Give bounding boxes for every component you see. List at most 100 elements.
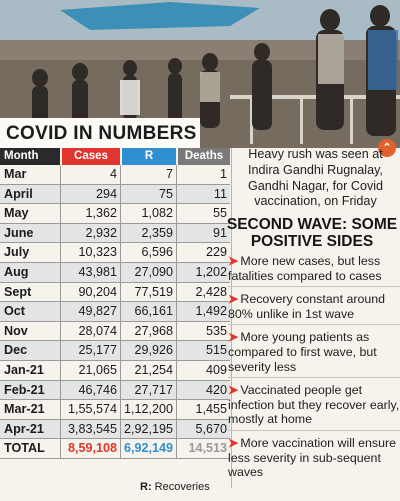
row-cases: 90,204: [60, 282, 120, 302]
row-cases: 10,323: [60, 243, 120, 262]
legend-key: R:: [140, 481, 152, 493]
second-wave-points: ➤ More new cases, but less fatalities com…: [228, 254, 400, 488]
table-row: Jan-21 21,065 21,254 409: [0, 360, 230, 381]
row-month: Feb-21: [4, 382, 45, 397]
table-row: April 294 75 11: [0, 184, 230, 205]
row-recoveries: 75: [120, 184, 176, 204]
row-deaths: 420: [176, 380, 230, 400]
header-cases: Cases: [62, 148, 120, 165]
row-month: Mar: [4, 167, 27, 181]
row-month: Dec: [4, 343, 28, 358]
row-deaths: 55: [176, 204, 230, 223]
table-row: Dec 25,177 29,926 515: [0, 341, 230, 361]
arrow-icon: ➤: [228, 435, 239, 450]
point-text: Recovery constant around 80% unlike in 1…: [228, 292, 386, 321]
table-header: Month Cases R Deaths: [0, 148, 230, 165]
table-row: Aug 43,981 27,090 1,202: [0, 262, 230, 283]
row-month: Oct: [4, 304, 25, 319]
row-deaths: 2,428: [176, 282, 230, 302]
row-month: Jan-21: [4, 362, 44, 377]
row-deaths: 5,670: [176, 419, 230, 439]
point-item: ➤ Vaccinated people get infection but the…: [228, 383, 400, 431]
header-deaths: Deaths: [178, 148, 230, 165]
row-deaths: 229: [176, 243, 230, 262]
row-recoveries: 7: [120, 165, 176, 184]
table-body: Mar 4 7 1 April 294 75 11 May 1,362 1,082 55 June 2,9…: [0, 165, 230, 440]
table-row: Feb-21 46,746 27,717 420: [0, 380, 230, 401]
point-text: Vaccinated people get infection but they…: [228, 383, 400, 427]
row-recoveries: 1,12,200: [120, 400, 176, 419]
chevron-up-icon[interactable]: ⌃: [378, 139, 396, 157]
row-cases: 2,932: [60, 223, 120, 243]
total-cases: 8,59,108: [60, 439, 120, 458]
point-item: ➤ More new cases, but less fatalities com…: [228, 254, 400, 288]
row-month: Aug: [4, 264, 29, 279]
row-month: June: [4, 225, 34, 240]
arrow-icon: ➤: [228, 383, 239, 398]
row-deaths: 1,455: [176, 400, 230, 419]
row-deaths: 91: [176, 223, 230, 243]
row-recoveries: 29,926: [120, 341, 176, 360]
crowd-photo: [0, 0, 400, 148]
total-label: TOTAL: [4, 441, 45, 456]
row-cases: 49,827: [60, 302, 120, 321]
arrow-icon: ➤: [228, 330, 239, 345]
table-row: Oct 49,827 66,161 1,492: [0, 302, 230, 322]
point-text: More new cases, but less fatalities comp…: [228, 254, 382, 283]
row-cases: 3,83,545: [60, 419, 120, 439]
table-row: Nov 28,074 27,968 535: [0, 321, 230, 342]
table-row-total: TOTAL 8,59,108 6,92,149 14,513: [0, 439, 230, 459]
point-text: More vaccination will ensure less severi…: [228, 435, 397, 480]
photo-illustration: [0, 0, 400, 148]
row-recoveries: 6,596: [120, 243, 176, 262]
row-deaths: 409: [176, 360, 230, 380]
table-row: July 10,323 6,596 229: [0, 243, 230, 263]
row-cases: 25,177: [60, 341, 120, 360]
point-text: More young patients as compared to first…: [228, 330, 377, 374]
row-recoveries: 2,359: [120, 223, 176, 243]
row-month: Nov: [4, 323, 28, 338]
arrow-icon: ➤: [228, 254, 239, 268]
row-recoveries: 21,254: [120, 360, 176, 380]
second-wave-title-bold: SECOND WAVE:: [226, 216, 348, 233]
row-month: Mar-21: [4, 402, 45, 417]
header-recoveries: R: [122, 148, 176, 165]
column-divider: [231, 148, 232, 488]
header-month: Month: [0, 148, 60, 165]
row-cases: 46,746: [60, 380, 120, 400]
row-deaths: 1,202: [176, 262, 230, 282]
photo-caption: Heavy rush was seen at Indira Gandhi Rug…: [247, 147, 384, 209]
second-wave-title: SECOND WAVE: SOME POSITIVE SIDES: [224, 216, 400, 250]
legend-text: Recoveries: [154, 481, 210, 493]
arrow-icon: ➤: [228, 292, 239, 307]
row-deaths: 1,492: [176, 302, 230, 321]
row-cases: 43,981: [60, 262, 120, 282]
table-row: Sept 90,204 77,519 2,428: [0, 282, 230, 303]
row-recoveries: 66,161: [120, 302, 176, 321]
point-item: ➤ More young patients as compared to firs…: [228, 330, 400, 379]
row-recoveries: 2,92,195: [120, 419, 176, 439]
table-row: Mar 4 7 1: [0, 165, 230, 185]
table-legend: R: Recoveries: [140, 481, 210, 493]
row-recoveries: 27,968: [120, 321, 176, 341]
total-deaths: 14,513: [176, 439, 230, 458]
row-cases: 294: [60, 184, 120, 204]
row-recoveries: 27,717: [120, 380, 176, 400]
row-cases: 1,55,574: [60, 400, 120, 419]
row-month: April: [4, 186, 33, 201]
row-cases: 21,065: [60, 360, 120, 380]
point-item: ➤ Recovery constant around 80% unlike in …: [228, 292, 400, 326]
row-deaths: 515: [176, 341, 230, 360]
total-recoveries: 6,92,149: [120, 439, 176, 458]
row-recoveries: 77,519: [120, 282, 176, 302]
row-deaths: 1: [176, 165, 230, 184]
row-month: Apr-21: [4, 421, 44, 436]
row-month: Sept: [4, 284, 32, 299]
table-row: May 1,362 1,082 55: [0, 204, 230, 224]
section-title: COVID IN NUMBERS: [0, 118, 200, 148]
row-month: July: [4, 245, 30, 260]
row-recoveries: 1,082: [120, 204, 176, 223]
table-row: June 2,932 2,359 91: [0, 223, 230, 244]
row-cases: 28,074: [60, 321, 120, 341]
